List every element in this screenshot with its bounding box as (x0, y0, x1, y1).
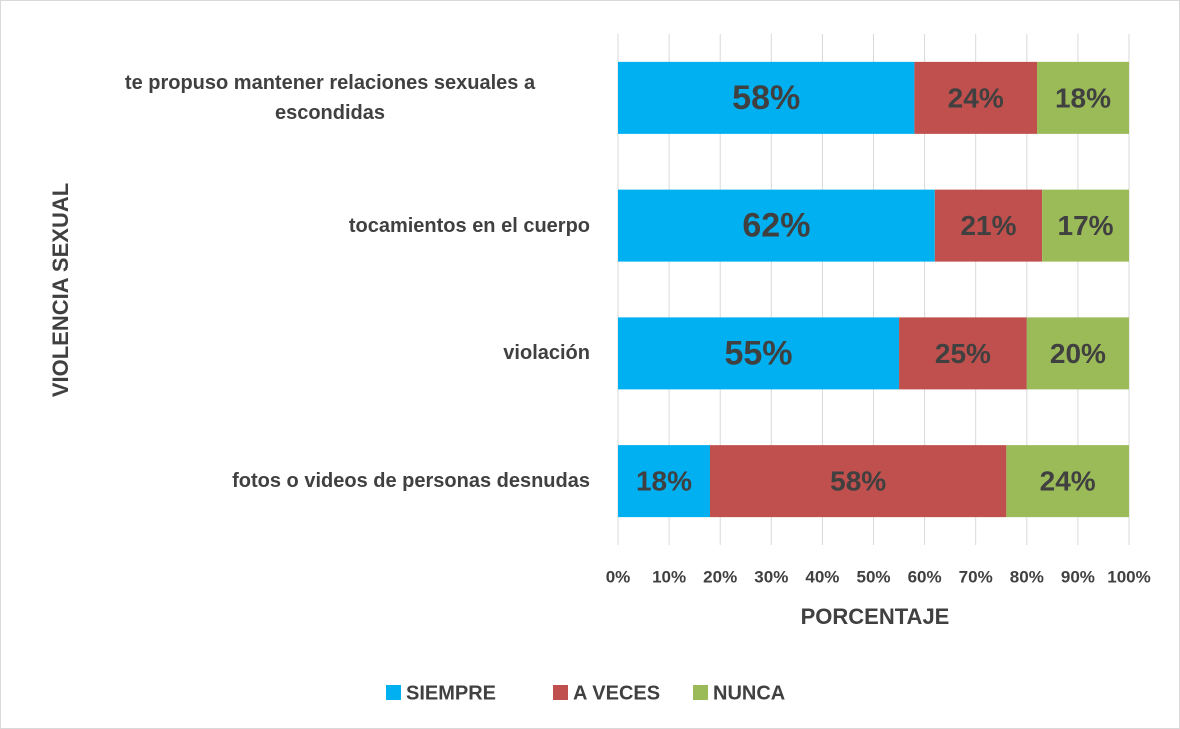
legend-swatch (693, 685, 708, 700)
x-tick-label: 70% (959, 567, 993, 586)
x-tick-label: 60% (908, 567, 942, 586)
x-tick-label: 20% (703, 567, 737, 586)
data-label: 25% (935, 338, 991, 369)
legend-label: NUNCA (713, 682, 785, 704)
x-tick-label: 10% (652, 567, 686, 586)
y-axis-title: VIOLENCIA SEXUAL (48, 183, 73, 397)
data-label: 17% (1058, 210, 1114, 241)
bar-segment (1006, 445, 1129, 518)
x-tick-label: 90% (1061, 567, 1095, 586)
y-tick-label: tocamientos en el cuerpo (348, 214, 590, 237)
bar-segment (1042, 189, 1129, 262)
legend-swatch (553, 685, 568, 700)
bar-segment (934, 189, 1043, 262)
bar-segment (618, 445, 710, 518)
legend-swatch (386, 685, 401, 700)
data-label: 20% (1050, 338, 1106, 369)
x-tick-label: 40% (805, 567, 839, 586)
bar-segment (914, 61, 1038, 134)
legend-label: A VECES (573, 682, 660, 704)
x-tick-label: 100% (1107, 567, 1150, 586)
y-tick-label: te propuso mantener relaciones sexuales … (124, 71, 536, 124)
y-tick-label: fotos o videos de personas desnudas (232, 470, 590, 493)
data-label: 24% (948, 82, 1004, 113)
data-label: 21% (960, 210, 1016, 241)
x-tick-label: 80% (1010, 567, 1044, 586)
data-label: 18% (1055, 82, 1111, 113)
data-label: 62% (742, 207, 810, 245)
data-label: 18% (636, 466, 692, 497)
x-tick-label: 30% (754, 567, 788, 586)
x-axis-title: PORCENTAJE (801, 604, 950, 629)
legend-label: SIEMPRE (406, 682, 496, 704)
bar-segment (709, 445, 1007, 518)
data-label: 55% (724, 334, 792, 372)
bar-segment (618, 189, 935, 262)
data-label: 58% (830, 466, 886, 497)
bar-segment (618, 317, 900, 390)
bar-segment (899, 317, 1027, 390)
bar-segment (1037, 61, 1129, 134)
data-label: 24% (1040, 466, 1096, 497)
bar-segment (618, 61, 915, 134)
x-tick-label: 0% (606, 567, 631, 586)
data-label: 58% (732, 79, 800, 117)
x-tick-label: 50% (856, 567, 890, 586)
y-tick-label: violación (503, 342, 590, 365)
bar-segment (1026, 317, 1129, 390)
